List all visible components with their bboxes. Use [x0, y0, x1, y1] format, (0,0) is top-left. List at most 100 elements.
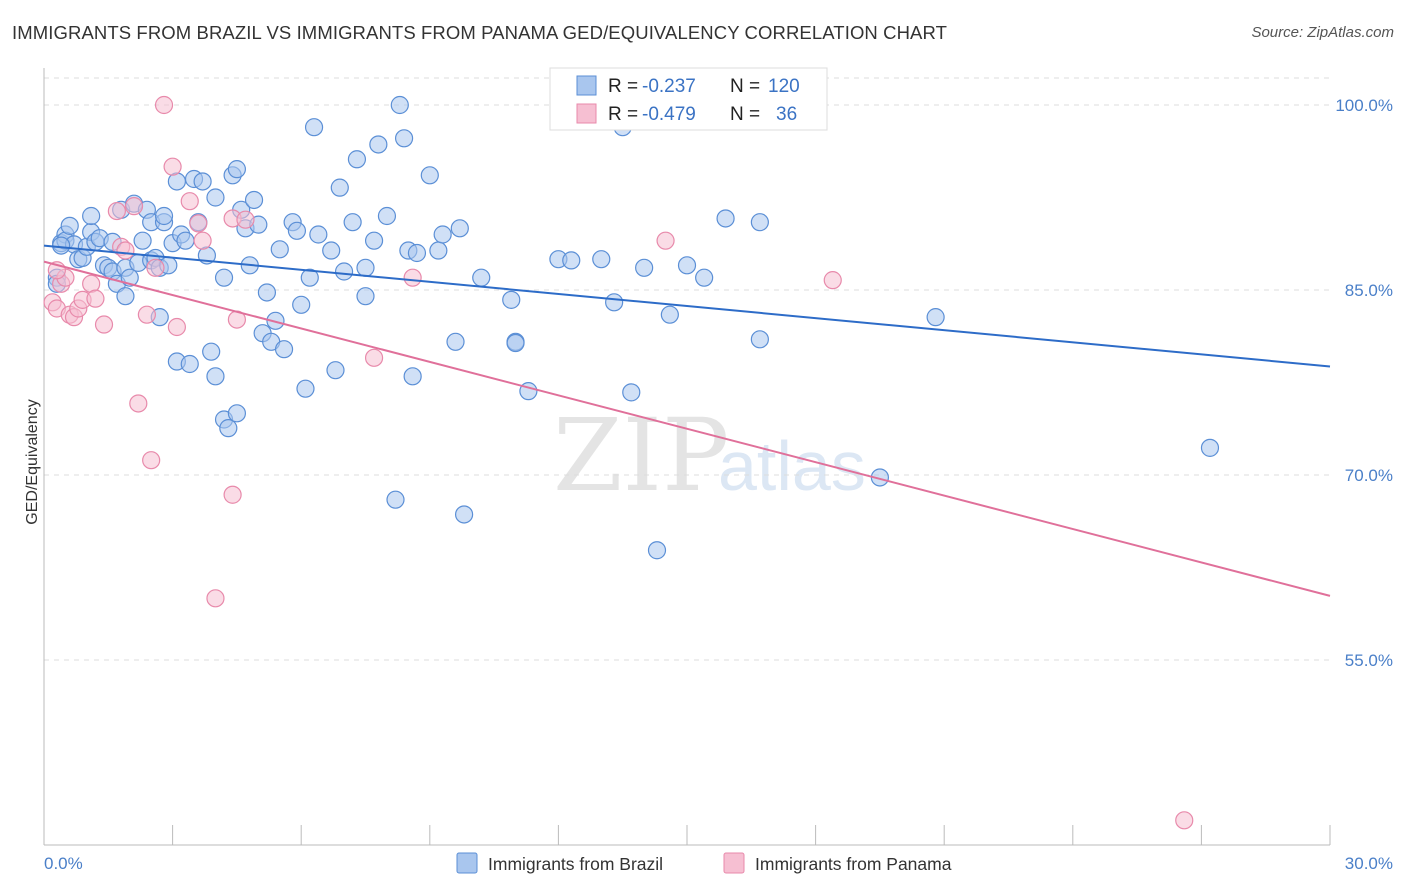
data-point-brazil [257, 283, 277, 302]
legend-r-value-brazil: -0.237 [642, 76, 696, 97]
legend-swatch-panama [576, 103, 597, 124]
data-point-panama [189, 214, 208, 233]
data-point-brazil [154, 206, 174, 226]
legend-n-label-panama: N = [730, 104, 760, 125]
data-point-brazil [429, 241, 448, 260]
y-tick-label: 100.0% [1335, 96, 1393, 115]
data-point-brazil [716, 209, 735, 228]
data-point-panama [124, 197, 144, 216]
data-point-brazil [330, 178, 349, 197]
data-point-brazil [347, 150, 367, 169]
source-label: Source: ZipAtlas.com [1251, 24, 1394, 41]
data-point-panama [154, 95, 174, 115]
data-point-brazil [450, 219, 469, 238]
data-point-panama [656, 231, 675, 250]
data-point-panama [1175, 811, 1194, 830]
data-point-panama [167, 317, 186, 337]
data-point-brazil [180, 354, 199, 374]
data-point-brazil [446, 332, 465, 351]
data-point-panama [193, 231, 212, 250]
data-point-panama [223, 485, 242, 504]
data-point-brazil [502, 290, 521, 309]
legend-n-value-panama: 36 [776, 104, 797, 125]
data-point-brazil [592, 250, 611, 269]
x-tick-label-min: 0.0% [44, 854, 83, 873]
legend-n-value-brazil: 120 [768, 76, 800, 97]
data-point-brazil [386, 490, 405, 509]
data-point-panama [180, 192, 199, 211]
legend-r-label-brazil: R = [608, 76, 638, 97]
data-point-brazil [562, 251, 581, 270]
data-point-brazil [605, 293, 624, 312]
data-point-brazil [356, 258, 375, 277]
data-point-brazil [60, 216, 79, 235]
data-point-brazil [343, 213, 362, 232]
data-point-panama [206, 589, 225, 608]
y-axis-label: GED/Equivalency [24, 399, 41, 524]
data-point-panama [142, 451, 161, 470]
data-point-brazil [309, 225, 328, 244]
data-point-brazil [926, 308, 945, 327]
data-point-panama [107, 201, 126, 221]
data-point-brazil [390, 95, 409, 115]
chart-title: IMMIGRANTS FROM BRAZIL VS IMMIGRANTS FRO… [12, 22, 948, 43]
data-point-brazil [227, 160, 246, 179]
data-point-brazil [407, 243, 427, 263]
bottom-legend-swatch-panama [723, 852, 745, 874]
data-point-brazil [133, 231, 152, 250]
trendlines [43, 244, 1331, 597]
y-tick-label: 85.0% [1345, 281, 1393, 300]
data-point-brazil [304, 118, 324, 137]
data-point-brazil [635, 258, 654, 277]
data-point-brazil [82, 206, 101, 226]
legend-swatch-brazil [576, 75, 597, 96]
data-point-brazil [322, 241, 341, 260]
data-point-brazil [369, 135, 388, 154]
data-point-brazil [356, 287, 375, 306]
data-point-brazil [116, 287, 135, 306]
data-point-brazil [296, 379, 315, 398]
data-point-brazil [394, 129, 414, 148]
stats-legend: R = -0.237 N = 120 R = -0.479 N = 36 [549, 67, 828, 131]
data-point-brazil [1200, 438, 1220, 457]
data-point-brazil [214, 268, 234, 287]
data-point-brazil [750, 213, 769, 232]
bottom-legend-label-brazil: Immigrants from Brazil [488, 854, 663, 874]
data-point-brazil [334, 262, 354, 281]
data-point-panama [146, 258, 165, 277]
data-point-brazil [244, 190, 264, 210]
data-point-panama [823, 271, 842, 290]
data-point-brazil [403, 367, 422, 386]
data-point-brazil [206, 367, 225, 386]
data-point-brazil [420, 166, 439, 185]
trendline-brazil [43, 244, 1331, 368]
series-legend: Immigrants from Brazil Immigrants from P… [456, 852, 952, 874]
data-point-brazil [206, 188, 225, 207]
data-point-panama [163, 157, 182, 176]
data-point-brazil [326, 361, 345, 380]
data-point-panama [116, 241, 135, 260]
data-point-panama [403, 268, 422, 287]
data-point-brazil [300, 268, 319, 287]
data-point-brazil [433, 225, 452, 244]
data-point-brazil [677, 256, 697, 275]
watermark-atlas: atlas [718, 427, 866, 505]
legend-r-value-panama: -0.479 [642, 104, 696, 125]
data-point-brazil [176, 231, 195, 250]
data-point-brazil [287, 221, 307, 240]
data-point-brazil [660, 305, 679, 324]
y-tick-label: 70.0% [1345, 466, 1393, 485]
x-tick-label-max: 30.0% [1345, 854, 1393, 873]
y-tick-labels: 55.0% 70.0% 85.0% 100.0% [1335, 96, 1393, 670]
data-point-panama [137, 305, 156, 324]
legend-n-label-brazil: N = [730, 76, 760, 97]
legend-r-label-panama: R = [608, 104, 638, 125]
bottom-legend-swatch-brazil [456, 852, 478, 874]
data-point-brazil [270, 240, 289, 259]
data-point-brazil [472, 268, 491, 287]
data-point-brazil [292, 295, 311, 314]
data-point-panama [129, 394, 148, 413]
data-point-brazil [202, 342, 221, 361]
data-point-panama [86, 289, 105, 308]
